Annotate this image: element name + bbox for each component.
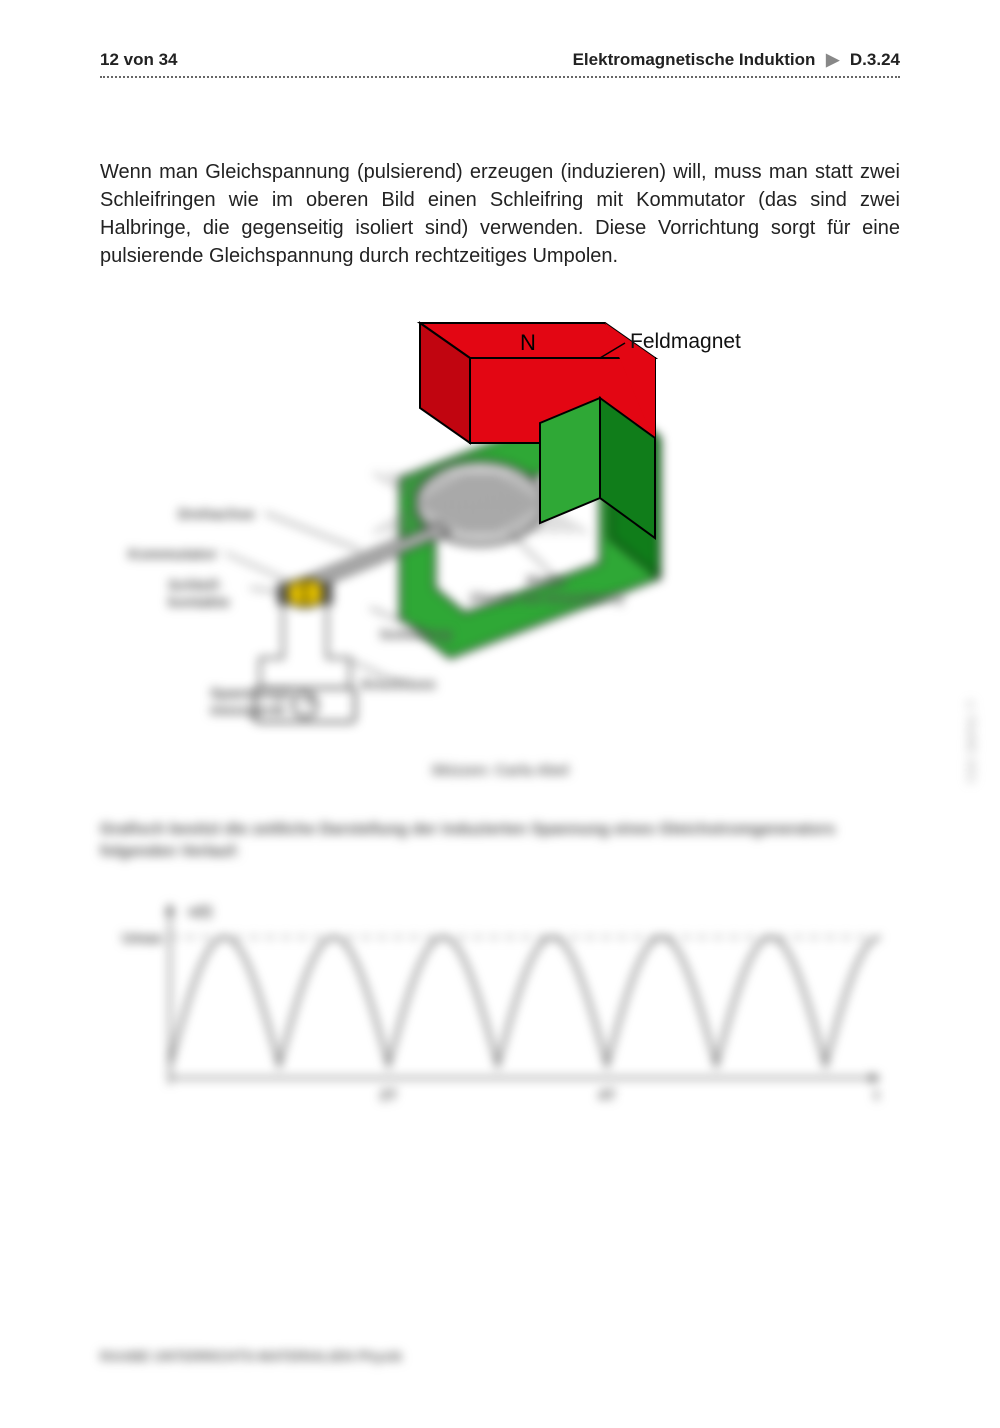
svg-text:u(t): u(t) (188, 903, 212, 920)
generator-diagram: N Feldmagnet Drehachse Kommutator Schlei… (100, 288, 900, 758)
intro-paragraph: Wenn man Gleichspannung (pulsierend) erz… (100, 158, 900, 270)
diagram-caption: Skizzen: Carla Abel (100, 762, 900, 779)
header-code: D.3.24 (850, 50, 900, 69)
label-drehachse: Drehachse (178, 506, 255, 523)
label-isolierung: Isolierung (380, 626, 452, 643)
svg-text:2T: 2T (380, 1087, 398, 1104)
voltage-chart: 2T 4T u(t) Umax t (100, 888, 900, 1118)
svg-text:4T: 4T (598, 1087, 616, 1104)
header-title: Elektromagnetische Induktion (573, 50, 816, 69)
svg-text:Umax: Umax (122, 930, 164, 947)
footer-text: RAABE UNTERRICHTS-MATERIALIEN Physik (100, 1348, 402, 1364)
side-credit: © RAABE 2021 (965, 700, 976, 785)
header-right: Elektromagnetische Induktion ▶ D.3.24 (573, 50, 900, 70)
svg-text:t: t (874, 1087, 879, 1104)
page-number: 12 von 34 (100, 50, 178, 70)
label-kommutator: Kommutator (128, 546, 217, 563)
label-feldmagnet: Feldmagnet (630, 330, 741, 354)
arrow-icon: ▶ (826, 50, 839, 69)
label-rotor: Rotor(Spule mit Eisenkern) (470, 574, 623, 607)
chart-intro-paragraph: Grafisch besitzt die zeitliche Darstellu… (100, 819, 900, 864)
label-anschluss: Anschluss (360, 676, 436, 693)
label-schleifkontakte: Schleif-kontakte (168, 578, 230, 611)
page-header: 12 von 34 Elektromagnetische Induktion ▶… (100, 50, 900, 78)
svg-text:N: N (520, 330, 536, 355)
page: 12 von 34 Elektromagnetische Induktion ▶… (0, 0, 1000, 1428)
label-spannungsmessgeraet: Spannungs-messgerät (210, 686, 297, 719)
